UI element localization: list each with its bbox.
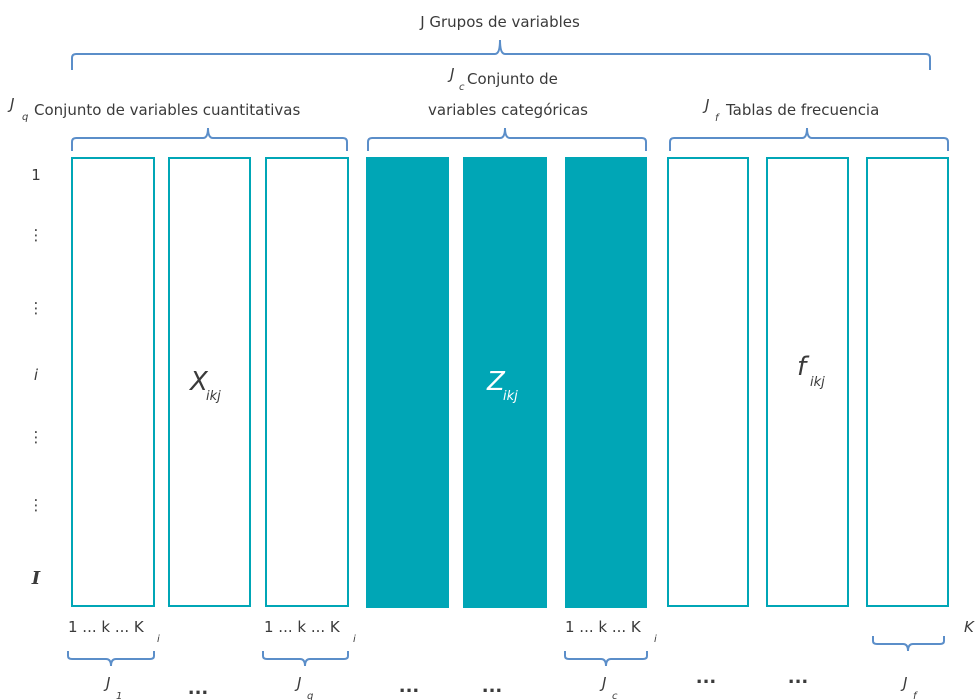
row-label-vdots-2: ⋮ xyxy=(29,299,44,317)
dots-5: ... xyxy=(788,667,809,688)
j1-main: J xyxy=(103,674,110,692)
group-freq-main: J xyxy=(702,96,709,114)
column-quant-1 xyxy=(71,157,155,607)
brace-cat xyxy=(367,127,647,151)
dots-3: ... xyxy=(482,676,503,697)
column-cat-1 xyxy=(366,157,449,608)
group-cat-text-2: variables categóricas xyxy=(428,101,588,119)
column-freq-1 xyxy=(667,157,749,607)
brace-jc xyxy=(564,651,648,667)
group-label-cat: J c Conjunto de variables categóricas xyxy=(428,65,588,119)
x-ikj-label: X ikj xyxy=(188,367,221,404)
brace-jq xyxy=(262,651,349,667)
brace-jf xyxy=(872,636,945,652)
dots-4: ... xyxy=(696,667,717,688)
group-freq-sub: f xyxy=(715,113,720,124)
f-sub: ikj xyxy=(810,375,825,390)
x-main: X xyxy=(188,367,209,397)
row-label-last: I xyxy=(31,568,41,589)
col-index-b-sub: i xyxy=(353,634,356,645)
brace-freq xyxy=(669,127,949,151)
dots-1: ... xyxy=(188,678,209,699)
col-index-c: 1 ... k ... K xyxy=(565,618,642,636)
jq-sub: q xyxy=(307,691,313,700)
group-cat-main: J xyxy=(447,65,454,83)
column-cat-3 xyxy=(565,157,647,608)
brace-quant xyxy=(71,127,348,151)
dots-2: ... xyxy=(399,676,420,697)
col-index-a: 1 ... k ... K xyxy=(68,618,145,636)
z-ikj-label: Z ikj xyxy=(486,367,518,404)
column-freq-2 xyxy=(766,157,849,607)
z-sub: ikj xyxy=(503,389,518,404)
jf-main: J xyxy=(900,674,907,692)
col-index-c-sub: i xyxy=(654,634,657,645)
column-freq-3 xyxy=(866,157,949,607)
group-label-freq: J f Tablas de frecuencia xyxy=(702,96,879,124)
j1-sub: 1 xyxy=(116,691,122,700)
col-index-a-sub: i xyxy=(157,634,160,645)
column-quant-2 xyxy=(168,157,251,607)
group-quant-main: J xyxy=(7,95,14,113)
group-label-quant: J q Conjunto de variables cuantitativas xyxy=(7,95,300,123)
column-quant-3 xyxy=(265,157,349,607)
top-label: J Grupos de variables xyxy=(419,13,580,31)
row-label-vdots-1: ⋮ xyxy=(29,226,44,244)
column-cat-2 xyxy=(463,157,547,608)
x-sub: ikj xyxy=(206,389,221,404)
jq-main: J xyxy=(294,674,301,692)
group-cat-sub: c xyxy=(459,82,465,93)
group-quant-text: Conjunto de variables cuantitativas xyxy=(34,101,300,119)
group-quant-sub: q xyxy=(22,112,28,123)
jc-main: J xyxy=(599,674,606,692)
row-label-i: i xyxy=(34,366,39,384)
col-index-b: 1 ... k ... K xyxy=(264,618,341,636)
top-brace xyxy=(71,39,931,70)
row-label-vdots-4: ⋮ xyxy=(29,496,44,514)
row-label-vdots-3: ⋮ xyxy=(29,428,44,446)
group-freq-text: Tablas de frecuencia xyxy=(725,101,879,119)
row-label-1: 1 xyxy=(31,166,41,184)
z-main: Z xyxy=(486,367,506,397)
jc-sub: c xyxy=(612,691,618,700)
col-index-k-right: K xyxy=(964,618,975,636)
jf-sub: f xyxy=(913,691,918,700)
group-cat-text-1: Conjunto de xyxy=(467,70,558,88)
brace-j1 xyxy=(67,651,155,667)
